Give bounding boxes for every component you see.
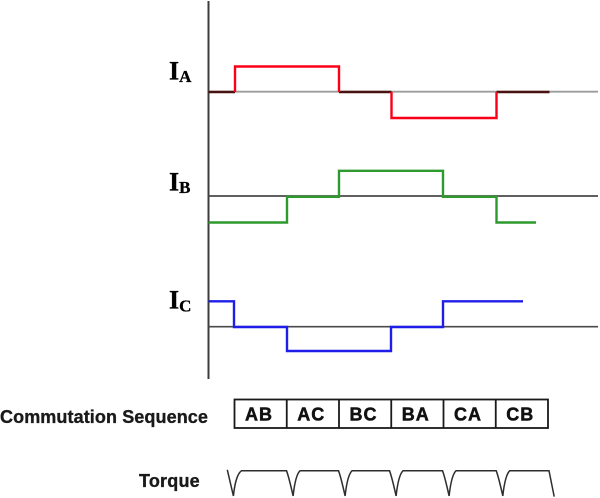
svg-text:Torque: Torque <box>139 471 200 491</box>
svg-text:CA: CA <box>454 404 482 424</box>
svg-text:BC: BC <box>350 404 378 424</box>
svg-text:IB: IB <box>169 168 190 198</box>
svg-text:Commutation Sequence: Commutation Sequence <box>0 407 208 427</box>
svg-text:BA: BA <box>402 404 430 424</box>
svg-text:CB: CB <box>506 404 534 424</box>
svg-text:AC: AC <box>297 404 325 424</box>
svg-text:AB: AB <box>245 404 273 424</box>
svg-text:IC: IC <box>169 286 191 316</box>
svg-text:IA: IA <box>169 57 192 87</box>
